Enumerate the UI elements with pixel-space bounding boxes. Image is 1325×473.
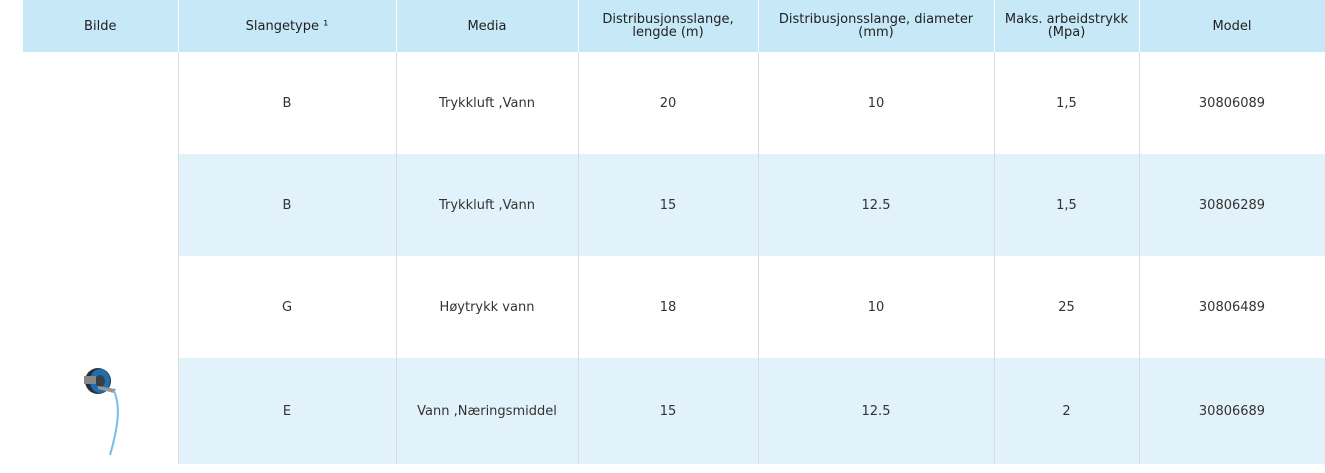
table-cell: 18 (578, 256, 758, 358)
table-cell: 10 (758, 52, 994, 154)
table-cell: 1,5 (994, 154, 1139, 256)
hose-reel-image (70, 359, 130, 459)
table-cell: 12.5 (758, 154, 994, 256)
table-cell: 30806289 (1139, 154, 1325, 256)
table-cell: 30806089 (1139, 52, 1325, 154)
table-cell: Høytrykk vann (396, 256, 578, 358)
table-cell: B (178, 154, 396, 256)
header-cell: Distribusjonsslange, diameter (mm) (758, 0, 994, 52)
table-cell: 30806689 (1139, 358, 1325, 464)
table-cell: 15 (578, 154, 758, 256)
header-cell: Distribusjonsslange, lengde (m) (578, 0, 758, 52)
table-cell: E (178, 358, 396, 464)
image-cell (23, 52, 178, 154)
table-cell: 1,5 (994, 52, 1139, 154)
table-cell: 10 (758, 256, 994, 358)
header-cell: Bilde (23, 0, 178, 52)
table-cell: 2 (994, 358, 1139, 464)
page: BildeSlangetype ¹MediaDistribusjonsslang… (0, 0, 1325, 473)
image-cell (23, 256, 178, 358)
table-cell: 25 (994, 256, 1139, 358)
table-cell: 30806489 (1139, 256, 1325, 358)
header-cell: Maks. arbeidstrykk (Mpa) (994, 0, 1139, 52)
image-cell (23, 154, 178, 256)
table-cell: Trykkluft ,Vann (396, 154, 578, 256)
header-cell: Media (396, 0, 578, 52)
table-cell: 12.5 (758, 358, 994, 464)
table-cell: 20 (578, 52, 758, 154)
table-cell: Trykkluft ,Vann (396, 52, 578, 154)
table-cell: Vann ,Næringsmiddel (396, 358, 578, 464)
header-cell: Slangetype ¹ (178, 0, 396, 52)
header-cell: Model (1139, 0, 1325, 52)
table-cell: B (178, 52, 396, 154)
table-cell: 15 (578, 358, 758, 464)
image-cell (23, 358, 178, 464)
table-cell: G (178, 256, 396, 358)
